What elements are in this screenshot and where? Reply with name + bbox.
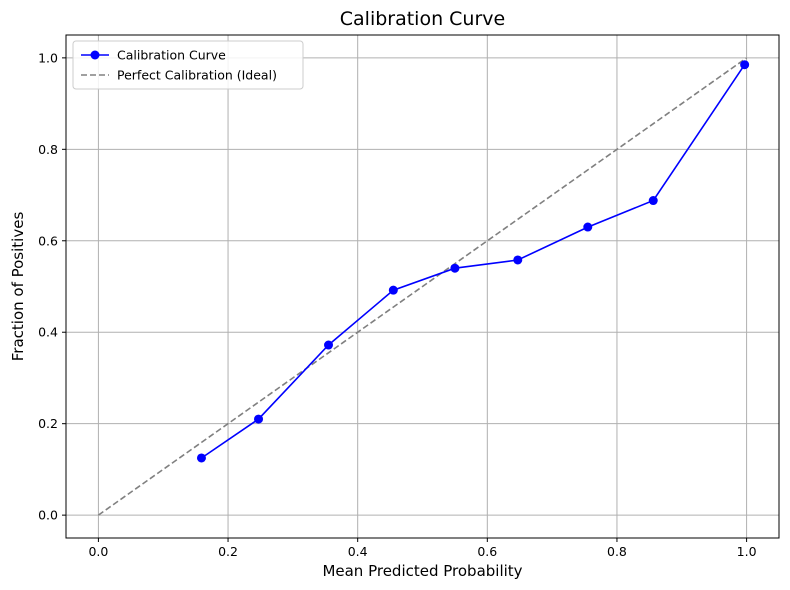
x-tick-label: 0.0 bbox=[88, 544, 108, 559]
x-tick-label: 0.4 bbox=[348, 544, 368, 559]
y-tick-label: 0.4 bbox=[38, 325, 58, 340]
x-tick-label: 0.8 bbox=[607, 544, 627, 559]
y-axis-title: Fraction of Positives bbox=[9, 212, 27, 362]
data-point bbox=[324, 340, 334, 350]
legend-box bbox=[72, 40, 304, 90]
y-tick-label: 0.0 bbox=[38, 508, 58, 523]
axes: 0.0 0.2 0.4 0.6 0.8 1.0 0.0 0.2 0.4 0.6 0.8 1.0 bbox=[38, 50, 756, 559]
y-tick-label: 0.2 bbox=[38, 416, 58, 431]
y-tick-label: 0.6 bbox=[38, 233, 58, 248]
y-tick-label: 0.8 bbox=[38, 142, 58, 157]
series-line-ideal bbox=[97, 57, 748, 516]
legend-label: Calibration Curve bbox=[117, 48, 226, 63]
legend-swatch-marker bbox=[90, 50, 100, 60]
data-point bbox=[388, 285, 398, 295]
data-point bbox=[196, 453, 206, 463]
data-point bbox=[648, 196, 658, 206]
data-point bbox=[740, 60, 750, 70]
data-point bbox=[513, 255, 523, 265]
x-tick-label: 1.0 bbox=[737, 544, 757, 559]
y-tick-label: 1.0 bbox=[38, 50, 58, 65]
plot-frame bbox=[65, 34, 780, 539]
data-point bbox=[254, 414, 264, 424]
grid bbox=[66, 35, 779, 538]
series-layer bbox=[97, 57, 750, 516]
data-point bbox=[583, 222, 593, 232]
x-tick-label: 0.2 bbox=[218, 544, 238, 559]
legend: Calibration Curve Perfect Calibration (Id… bbox=[72, 40, 304, 90]
legend-label: Perfect Calibration (Ideal) bbox=[117, 68, 277, 83]
data-point bbox=[450, 263, 460, 273]
chart-title: Calibration Curve bbox=[340, 8, 505, 30]
x-tick-label: 0.6 bbox=[477, 544, 497, 559]
x-axis-title: Mean Predicted Probability bbox=[322, 562, 522, 580]
